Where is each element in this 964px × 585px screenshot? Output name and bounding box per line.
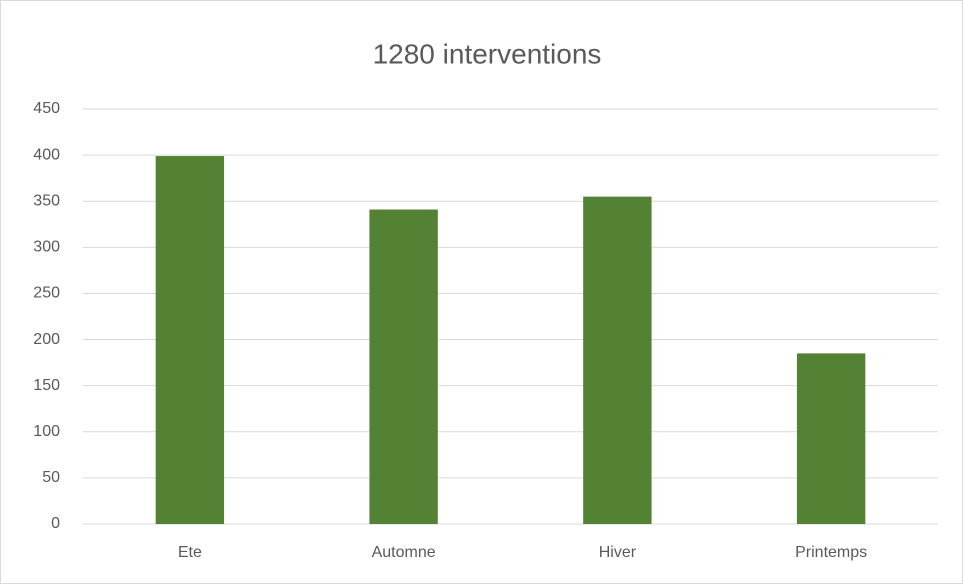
y-tick-label: 450	[33, 100, 60, 117]
y-tick-label: 50	[42, 469, 60, 486]
y-tick-label: 400	[33, 146, 60, 163]
chart-title: 1280 interventions	[373, 38, 602, 69]
bar	[583, 196, 652, 524]
y-tick-label: 0	[51, 515, 60, 532]
x-tick-label: Printemps	[795, 544, 867, 561]
x-tick-label: Ete	[178, 544, 202, 561]
x-tick-label: Automne	[372, 544, 436, 561]
y-tick-label: 100	[33, 423, 60, 440]
bar	[155, 156, 225, 525]
y-tick-label: 350	[33, 192, 60, 209]
y-tick-label: 150	[33, 377, 60, 394]
y-tick-label: 200	[33, 331, 60, 348]
x-tick-label: Hiver	[599, 544, 637, 561]
bar	[369, 209, 438, 524]
y-tick-label: 300	[33, 239, 60, 256]
y-tick-label: 250	[33, 285, 60, 302]
bar	[796, 353, 866, 524]
